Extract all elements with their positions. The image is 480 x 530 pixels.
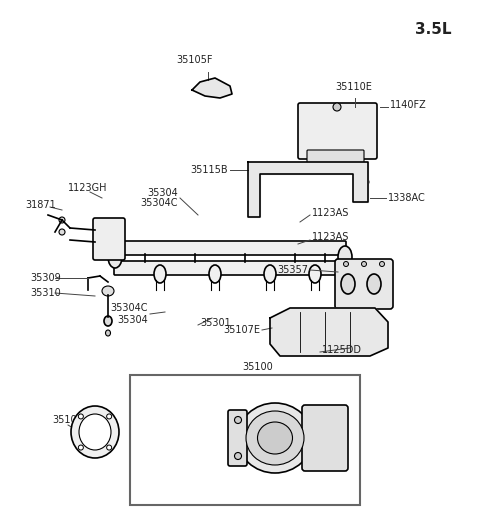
FancyBboxPatch shape <box>228 410 247 466</box>
Text: 35101: 35101 <box>52 415 83 425</box>
Polygon shape <box>270 308 388 356</box>
Ellipse shape <box>78 445 84 450</box>
Text: 35100: 35100 <box>242 362 274 372</box>
Ellipse shape <box>107 414 112 419</box>
Text: 35304C: 35304C <box>141 198 178 208</box>
Ellipse shape <box>333 103 341 111</box>
Ellipse shape <box>102 286 114 296</box>
Bar <box>130 375 360 505</box>
Ellipse shape <box>341 274 355 294</box>
Ellipse shape <box>264 265 276 283</box>
Ellipse shape <box>238 403 312 473</box>
Text: 35357: 35357 <box>277 265 308 275</box>
Ellipse shape <box>380 261 384 267</box>
Text: 1123GH: 1123GH <box>68 183 108 193</box>
FancyBboxPatch shape <box>114 241 346 255</box>
FancyBboxPatch shape <box>93 218 125 260</box>
Text: 35105F: 35105F <box>177 55 213 65</box>
Text: 35301: 35301 <box>200 318 231 328</box>
Ellipse shape <box>108 246 122 268</box>
Text: 35304C: 35304C <box>110 303 148 313</box>
Ellipse shape <box>106 330 110 336</box>
Text: 35309: 35309 <box>30 273 61 283</box>
Ellipse shape <box>71 406 119 458</box>
FancyBboxPatch shape <box>307 150 364 164</box>
Ellipse shape <box>246 411 304 465</box>
Ellipse shape <box>78 414 84 419</box>
Ellipse shape <box>367 274 381 294</box>
Ellipse shape <box>235 417 241 423</box>
FancyBboxPatch shape <box>335 259 393 309</box>
Ellipse shape <box>107 445 112 450</box>
Ellipse shape <box>305 165 311 171</box>
Ellipse shape <box>59 217 65 223</box>
Text: 35107E: 35107E <box>223 325 260 335</box>
Polygon shape <box>192 78 232 98</box>
Ellipse shape <box>235 453 241 460</box>
Ellipse shape <box>154 265 166 283</box>
Text: 35304: 35304 <box>117 315 148 325</box>
Text: 1123AS: 1123AS <box>312 208 349 218</box>
Text: 35110E: 35110E <box>335 82 372 92</box>
Text: 35310: 35310 <box>30 288 61 298</box>
Ellipse shape <box>59 229 65 235</box>
Text: 35304: 35304 <box>147 188 178 198</box>
Ellipse shape <box>309 265 321 283</box>
FancyBboxPatch shape <box>298 103 377 159</box>
FancyBboxPatch shape <box>302 405 348 471</box>
Text: 31871: 31871 <box>25 200 56 210</box>
Ellipse shape <box>363 179 369 185</box>
FancyBboxPatch shape <box>114 261 346 275</box>
Ellipse shape <box>104 316 112 326</box>
Text: 1125DD: 1125DD <box>322 345 362 355</box>
Text: 3.5L: 3.5L <box>415 22 452 37</box>
Text: 1123AS: 1123AS <box>312 232 349 242</box>
Text: 1140FZ: 1140FZ <box>390 100 427 110</box>
Ellipse shape <box>361 261 367 267</box>
Ellipse shape <box>257 422 292 454</box>
Ellipse shape <box>209 265 221 283</box>
Ellipse shape <box>251 194 257 200</box>
Ellipse shape <box>79 414 111 450</box>
Text: 1338AC: 1338AC <box>388 193 426 203</box>
Ellipse shape <box>344 261 348 267</box>
Ellipse shape <box>338 246 352 268</box>
Polygon shape <box>248 162 368 217</box>
Text: 35115B: 35115B <box>191 165 228 175</box>
